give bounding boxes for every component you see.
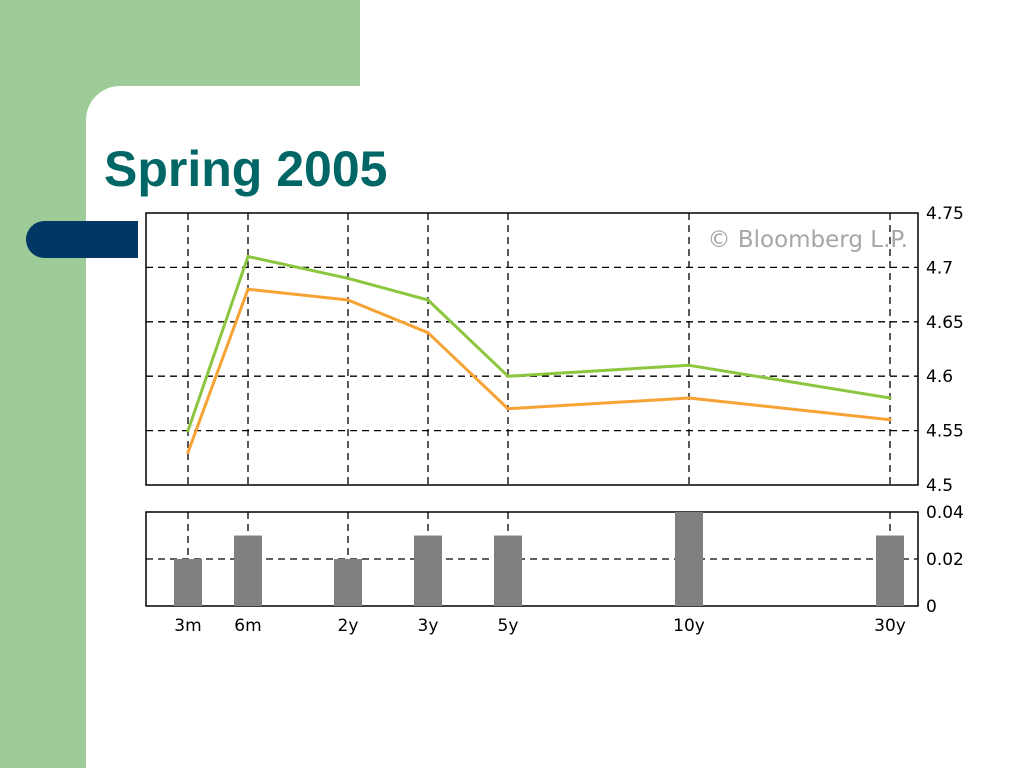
line-y-tick-label: 4.6 (926, 367, 953, 387)
x-tick-label: 5y (498, 616, 519, 636)
bar-chart-panel: 0.04 0.02 0 3m 6m 2y 3y 5y 10y 30y (145, 503, 964, 636)
yield-curve-chart: 4.75 4.7 4.65 4.6 4.55 4.5 © Bloomberg L.P. 0… (145, 204, 964, 636)
spread-bar (414, 535, 442, 606)
spread-bar (876, 535, 904, 606)
bar-series-group (174, 512, 904, 606)
line-y-axis: 4.75 4.7 4.65 4.6 4.55 4.5 (926, 204, 964, 496)
series-1-point (888, 396, 892, 400)
bar-y-tick-label: 0.02 (926, 550, 964, 570)
line-series-group (186, 254, 892, 454)
decorative-blue-tab (26, 221, 138, 258)
series-2-point (888, 418, 892, 422)
series-2-point (186, 450, 190, 454)
series-2-point (426, 331, 430, 335)
series-1-point (506, 374, 510, 378)
spread-bar (174, 559, 202, 606)
series-2-point (346, 298, 350, 302)
x-tick-label: 3m (174, 616, 201, 636)
line-plot-frame (145, 212, 919, 486)
series-2-point (687, 396, 691, 400)
series-2-point (246, 287, 250, 291)
spread-bar (675, 512, 703, 606)
x-tick-label: 2y (338, 616, 359, 636)
bar-y-axis: 0.04 0.02 0 (926, 503, 964, 617)
x-tick-label: 6m (234, 616, 261, 636)
bar-y-tick-label: 0 (926, 597, 937, 617)
series-2-point (506, 407, 510, 411)
series-1-point (186, 429, 190, 433)
line-y-tick-label: 4.55 (926, 422, 964, 442)
bar-y-tick-label: 0.04 (926, 503, 964, 523)
x-tick-label: 10y (673, 616, 705, 636)
x-axis-labels: 3m 6m 2y 3y 5y 10y 30y (174, 616, 906, 636)
x-tick-label: 30y (874, 616, 906, 636)
bloomberg-watermark: © Bloomberg L.P. (708, 227, 908, 253)
spread-bar (334, 559, 362, 606)
spread-bar (234, 535, 262, 606)
series-1-point (246, 254, 250, 259)
slide-title: Spring 2005 (104, 141, 388, 197)
series-1-point (426, 298, 430, 302)
line-y-tick-label: 4.5 (926, 476, 953, 496)
line-chart-panel: 4.75 4.7 4.65 4.6 4.55 4.5 © Bloomberg L.P. (145, 204, 964, 496)
line-y-tick-label: 4.75 (926, 204, 964, 224)
line-y-tick-label: 4.7 (926, 258, 953, 278)
background-top-right (360, 0, 1024, 86)
x-tick-label: 3y (418, 616, 439, 636)
spread-bar (494, 535, 522, 606)
series-1-point (346, 276, 350, 280)
line-y-tick-label: 4.65 (926, 313, 964, 333)
series-1-point (687, 363, 691, 367)
